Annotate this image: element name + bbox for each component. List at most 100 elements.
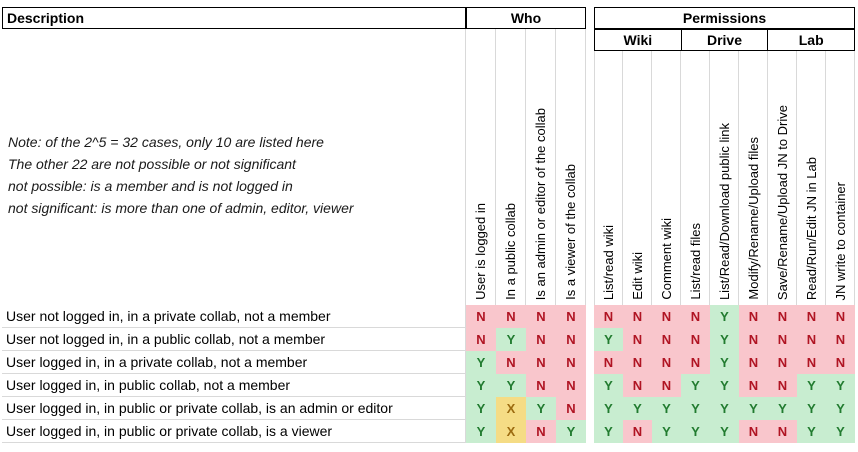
permission-value-cell[interactable]: Y [681,420,710,443]
who-value-cell[interactable]: Y [496,374,526,397]
permission-column-header[interactable]: Modify/Rename/Upload files [739,51,768,305]
who-value-cell[interactable]: N [556,397,586,420]
permission-value-cell[interactable]: Y [623,397,652,420]
permission-value-cell[interactable]: Y [594,374,623,397]
permission-value-cell[interactable]: Y [652,420,681,443]
who-column-header[interactable]: In a public collab [496,29,526,305]
who-value-cell[interactable]: Y [466,420,496,443]
who-value-cell[interactable]: Y [466,397,496,420]
permission-value-cell[interactable]: Y [710,420,739,443]
who-value-cell[interactable]: N [556,305,586,328]
permission-value-cell[interactable]: N [739,420,768,443]
permission-value-cell[interactable]: Y [681,374,710,397]
permission-value-cell[interactable]: Y [710,397,739,420]
permission-column-header[interactable]: List/Read/Download public link [710,51,739,305]
permission-value-cell[interactable]: Y [826,397,855,420]
permission-group-header-drive[interactable]: Drive [680,29,769,51]
permission-group-header-wiki[interactable]: Wiki [594,29,682,51]
who-value-cell[interactable]: Y [466,374,496,397]
permission-value-cell[interactable]: N [681,305,710,328]
permission-value-cell[interactable]: N [652,374,681,397]
who-column-header[interactable]: Is a viewer of the collab [556,29,586,305]
permission-value-cell[interactable]: Y [594,328,623,351]
permission-value-cell[interactable]: N [797,351,826,374]
who-value-cell[interactable]: N [496,305,526,328]
permission-value-cell[interactable]: N [652,305,681,328]
permission-value-cell[interactable]: Y [768,397,797,420]
description-header-cell[interactable]: Description [2,7,466,29]
who-value-cell[interactable]: N [526,351,556,374]
permission-value-cell[interactable]: N [826,351,855,374]
who-value-cell[interactable]: Y [526,397,556,420]
permission-value-cell[interactable]: Y [594,420,623,443]
who-value-cell[interactable]: N [496,351,526,374]
row-description-cell[interactable]: User not logged in, in a public collab, … [2,328,466,351]
permission-value-cell[interactable]: Y [739,397,768,420]
permission-value-cell[interactable]: N [826,328,855,351]
permission-value-cell[interactable]: Y [826,374,855,397]
who-column-header[interactable]: Is an admin or editor of the collab [526,29,556,305]
who-value-cell[interactable]: N [556,351,586,374]
permission-value-cell[interactable]: N [739,351,768,374]
permission-value-cell[interactable]: N [768,420,797,443]
row-description-cell[interactable]: User logged in, in a private collab, not… [2,351,466,374]
permission-value-cell[interactable]: N [652,351,681,374]
permission-value-cell[interactable]: Y [710,374,739,397]
row-description-cell[interactable]: User not logged in, in a private collab,… [2,305,466,328]
permission-value-cell[interactable]: N [768,374,797,397]
who-column-header[interactable]: User is logged in [466,29,496,305]
permission-value-cell[interactable]: N [739,374,768,397]
permission-value-cell[interactable]: N [623,305,652,328]
permission-value-cell[interactable]: N [739,328,768,351]
permission-value-cell[interactable]: Y [797,374,826,397]
who-value-cell[interactable]: N [556,328,586,351]
permission-value-cell[interactable]: N [826,305,855,328]
permission-value-cell[interactable]: Y [797,420,826,443]
permission-column-header[interactable]: Read/Run/Edit JN in Lab [797,51,826,305]
who-value-cell[interactable]: N [466,328,496,351]
who-value-cell[interactable]: N [466,305,496,328]
permission-value-cell[interactable]: N [623,420,652,443]
permission-value-cell[interactable]: Y [652,397,681,420]
permission-column-header[interactable]: Save/Rename/Upload JN to Drive [768,51,797,305]
row-description-cell[interactable]: User logged in, in public collab, not a … [2,374,466,397]
permission-value-cell[interactable]: N [681,328,710,351]
who-value-cell[interactable]: Y [496,328,526,351]
row-description-cell[interactable]: User logged in, in public or private col… [2,397,466,420]
permission-value-cell[interactable]: Y [710,328,739,351]
permission-value-cell[interactable]: N [623,328,652,351]
permission-value-cell[interactable]: N [797,328,826,351]
permission-value-cell[interactable]: Y [681,397,710,420]
permission-value-cell[interactable]: Y [826,420,855,443]
who-value-cell[interactable]: N [526,374,556,397]
permission-value-cell[interactable]: N [797,305,826,328]
permission-value-cell[interactable]: N [768,305,797,328]
who-header-cell[interactable]: Who [466,7,586,29]
permission-value-cell[interactable]: Y [710,305,739,328]
permissions-header-cell[interactable]: Permissions [594,7,855,29]
permission-value-cell[interactable]: N [652,328,681,351]
who-value-cell[interactable]: X [496,397,526,420]
permission-column-header[interactable]: Edit wiki [623,51,652,305]
permission-column-header[interactable]: List/read files [681,51,710,305]
permission-value-cell[interactable]: Y [797,397,826,420]
who-value-cell[interactable]: Y [466,351,496,374]
who-value-cell[interactable]: N [556,374,586,397]
permission-column-header[interactable]: JN write to container [826,51,855,305]
permission-value-cell[interactable]: N [739,305,768,328]
permission-value-cell[interactable]: N [681,351,710,374]
who-value-cell[interactable]: N [526,305,556,328]
who-value-cell[interactable]: N [526,420,556,443]
who-value-cell[interactable]: N [526,328,556,351]
row-description-cell[interactable]: User logged in, in public or private col… [2,420,466,443]
permission-value-cell[interactable]: Y [594,397,623,420]
permission-column-header[interactable]: Comment wiki [652,51,681,305]
permission-value-cell[interactable]: N [768,328,797,351]
permission-value-cell[interactable]: N [594,351,623,374]
who-value-cell[interactable]: X [496,420,526,443]
permission-group-header-lab[interactable]: Lab [767,29,856,51]
permission-value-cell[interactable]: N [594,305,623,328]
permission-value-cell[interactable]: Y [710,351,739,374]
permission-value-cell[interactable]: N [623,374,652,397]
permission-value-cell[interactable]: N [623,351,652,374]
